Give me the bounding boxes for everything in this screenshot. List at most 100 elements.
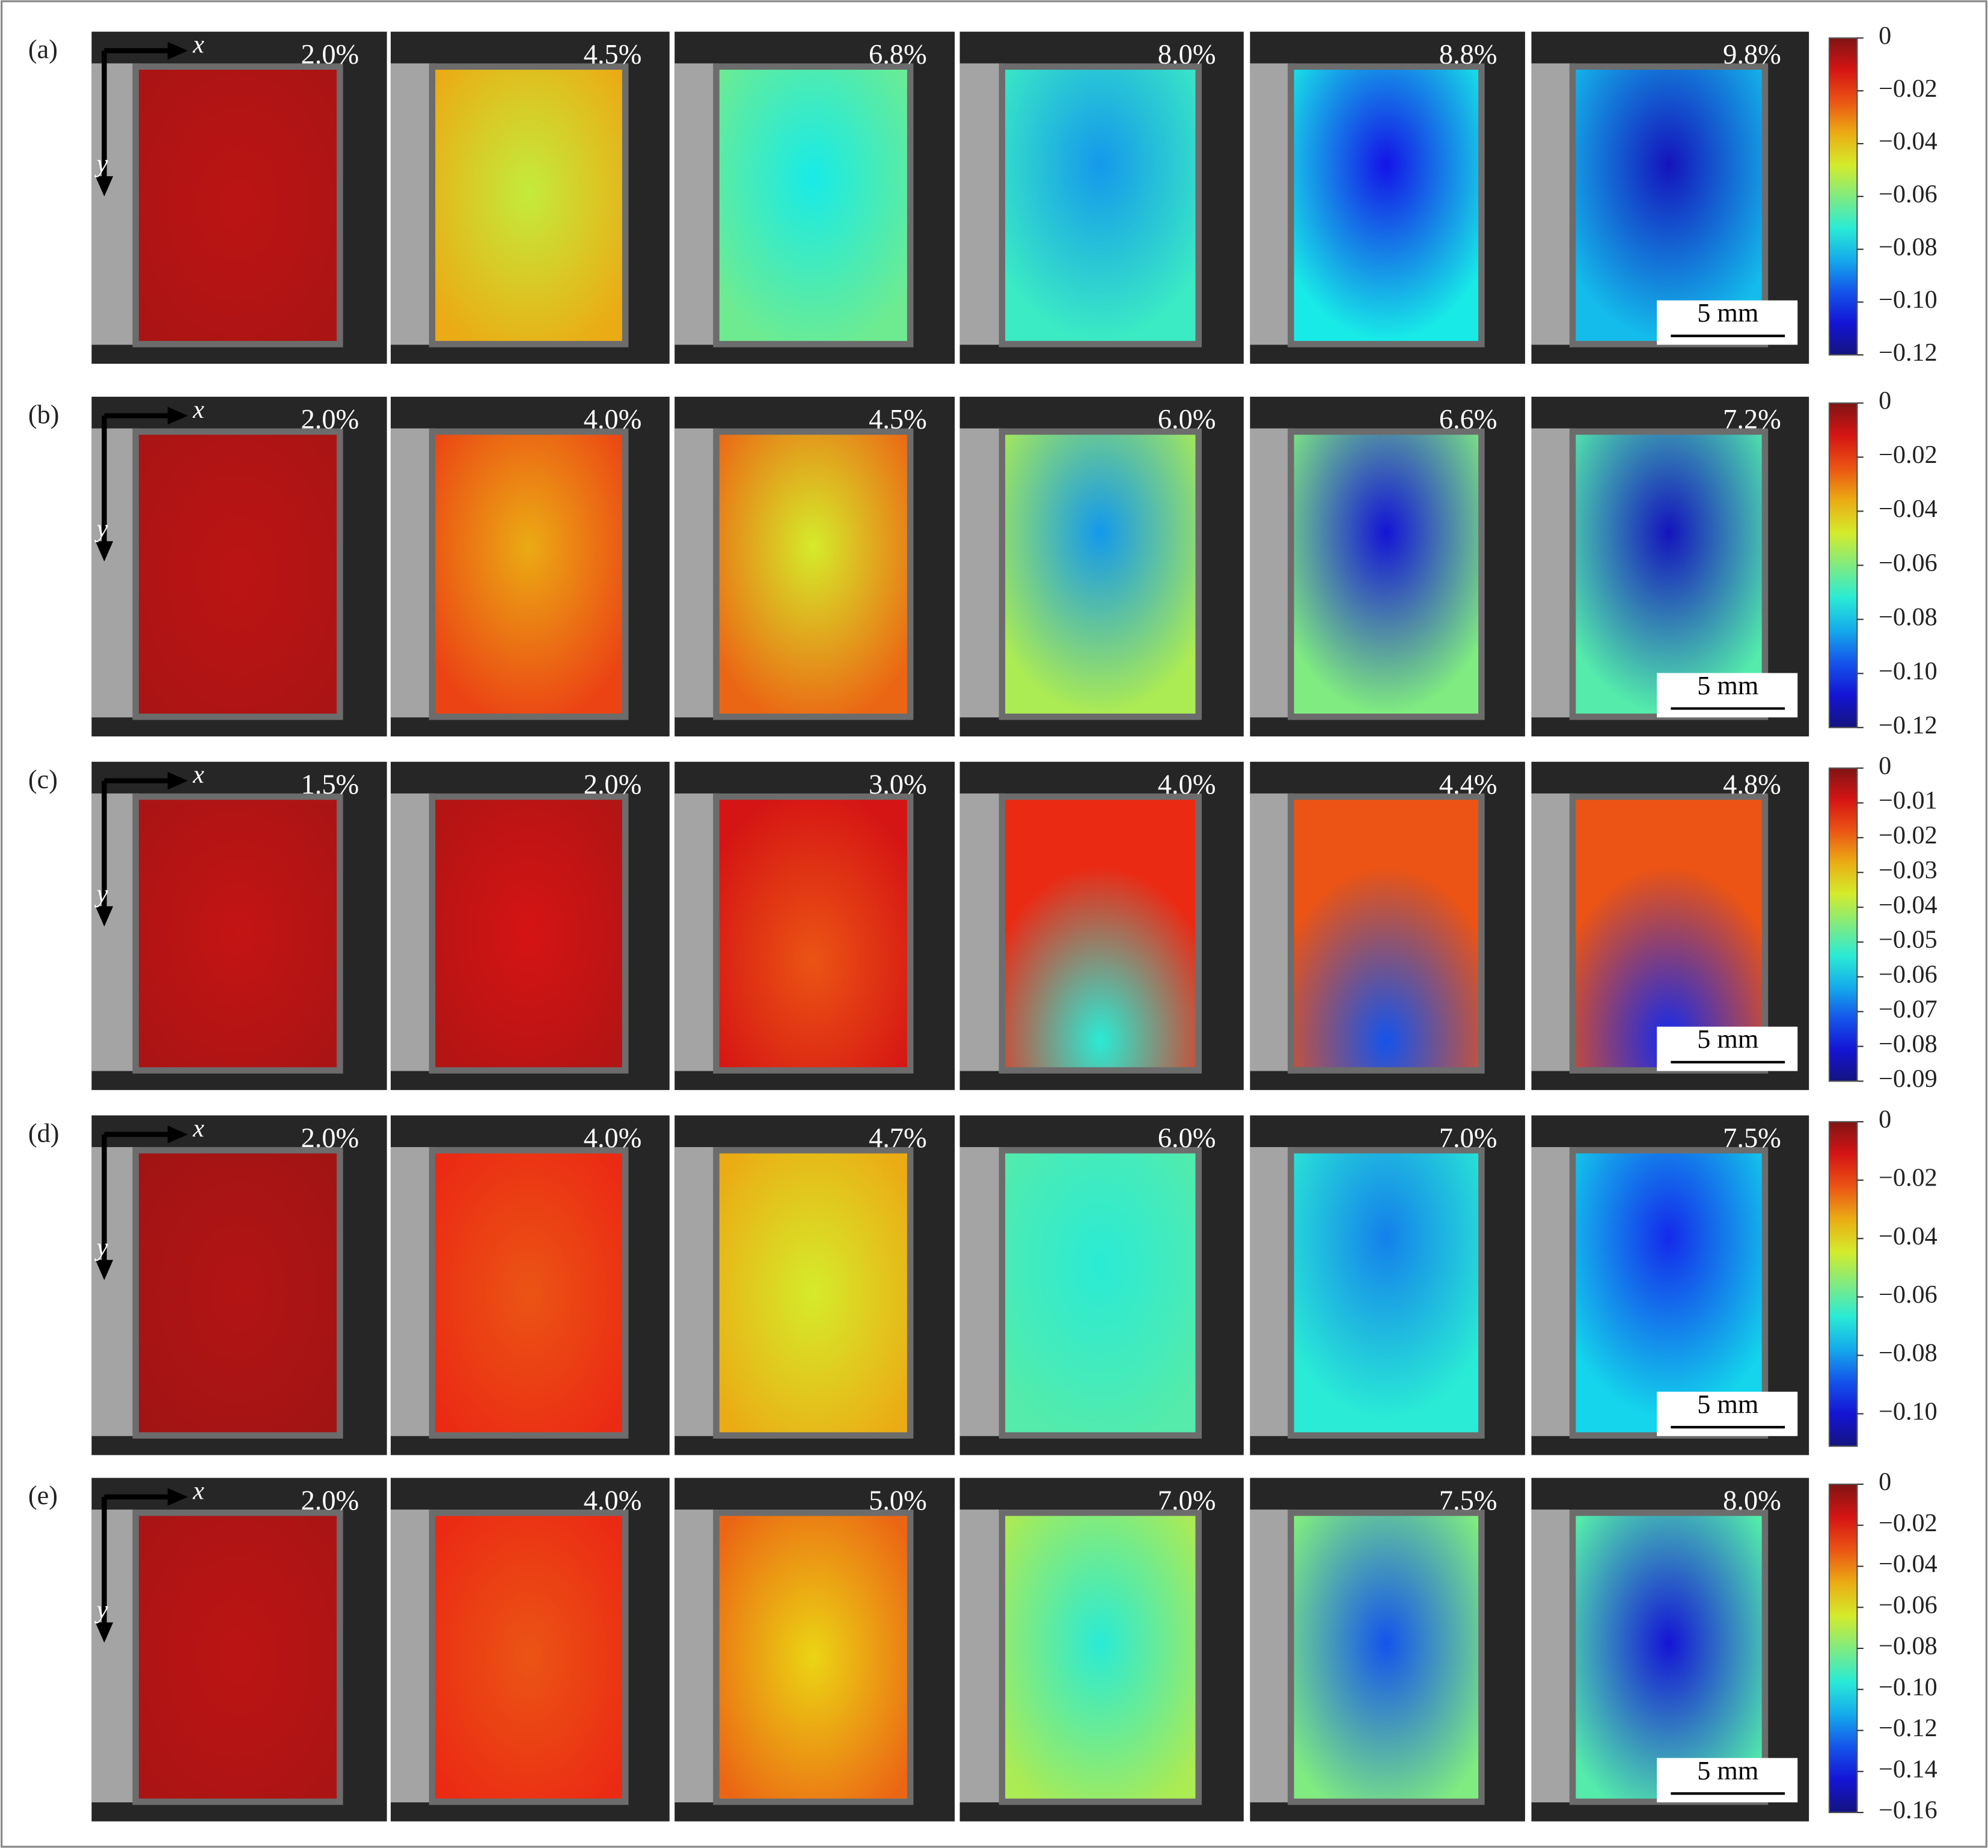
fixture <box>91 428 139 718</box>
axis-x-label: x <box>192 31 204 59</box>
strain-label: 2.0% <box>301 1485 359 1516</box>
scale-bar-label: 5 mm <box>1697 1389 1758 1419</box>
fixture <box>959 1510 1006 1803</box>
strain-field <box>1576 1153 1762 1433</box>
fixture <box>1531 1147 1576 1436</box>
arrow-head <box>95 406 188 562</box>
scale-bar-label: 5 mm <box>1697 1756 1758 1785</box>
colorbar-tick-label: 0 <box>1879 751 1891 780</box>
strain-field <box>1005 800 1196 1068</box>
colorbar-tick-label: −0.12 <box>1879 711 1938 739</box>
strain-field <box>1005 435 1196 714</box>
strain-field <box>719 1153 907 1433</box>
axis-arrow <box>102 778 172 911</box>
fixture <box>390 428 436 718</box>
fixture <box>1250 1510 1294 1803</box>
strain-label: 4.0% <box>584 405 642 435</box>
colorbar-tick-label: −0.04 <box>1879 1222 1938 1250</box>
strain-field <box>719 800 907 1068</box>
row-label: (b) <box>28 400 60 429</box>
strain-field <box>719 1516 907 1799</box>
strain-field <box>1294 1153 1479 1433</box>
strain-label: 1.5% <box>301 769 359 800</box>
row-label: (e) <box>28 1481 58 1510</box>
strain-label: 7.2% <box>1723 405 1781 435</box>
strain-label: 2.0% <box>301 405 359 435</box>
strain-field <box>1005 1153 1196 1433</box>
colorbar-tick-label: −0.12 <box>1879 1714 1938 1742</box>
fixture <box>1250 1147 1294 1436</box>
colorbar-tick-label: 0 <box>1879 387 1891 415</box>
strain-field <box>435 1516 622 1799</box>
colorbar <box>1828 1483 1858 1814</box>
colorbar-tick-label: −0.04 <box>1879 495 1938 523</box>
colorbar-tick-label: −0.02 <box>1879 1509 1938 1537</box>
fixture <box>1531 793 1576 1071</box>
fixture <box>959 1147 1006 1436</box>
strain-field <box>138 1153 337 1433</box>
axis-y-label: y <box>94 150 108 178</box>
scale-bar-box <box>1657 1758 1798 1803</box>
strain-field <box>719 435 907 714</box>
strain-label: 2.0% <box>301 1123 359 1154</box>
strain-label: 4.8% <box>1723 769 1781 800</box>
axis-y-label: y <box>94 515 108 543</box>
axis-x-label: x <box>192 1476 204 1505</box>
scale-bar-box <box>1657 1026 1798 1071</box>
strain-label: 8.8% <box>1439 40 1497 70</box>
strain-field <box>435 800 622 1068</box>
colorbar-tick-label: 0 <box>1879 1468 1891 1496</box>
axis-x-label: x <box>192 760 204 789</box>
colorbar-tick-label: −0.06 <box>1879 1591 1938 1619</box>
fixture <box>1531 428 1576 718</box>
fixture <box>91 1147 139 1436</box>
colorbar-tick-label: −0.10 <box>1879 1397 1938 1425</box>
strain-label: 7.0% <box>1439 1123 1497 1154</box>
strain-field <box>1576 69 1762 341</box>
fixture <box>390 1510 436 1803</box>
strain-label: 4.4% <box>1439 769 1497 800</box>
strain-field <box>1005 69 1196 341</box>
colorbar-tick-label: −0.01 <box>1879 786 1938 815</box>
fixture <box>91 1510 139 1803</box>
colorbar-tick-label: −0.08 <box>1879 1030 1938 1058</box>
fixture <box>390 1147 436 1436</box>
colorbar-tick-label: −0.06 <box>1879 1280 1938 1309</box>
strain-field <box>138 435 337 714</box>
strain-field <box>138 69 337 341</box>
strain-field <box>1576 800 1762 1068</box>
strain-label: 8.0% <box>1723 1485 1781 1516</box>
strain-label: 3.0% <box>869 769 927 800</box>
colorbar-tick-label: −0.16 <box>1879 1796 1938 1825</box>
colorbar-tick-label: −0.02 <box>1879 1164 1938 1192</box>
colorbar-tick-label: −0.02 <box>1879 75 1938 103</box>
axis-x-label: x <box>192 396 204 424</box>
fixture <box>1531 63 1576 345</box>
fixture <box>959 793 1006 1071</box>
scale-bar-box <box>1657 300 1798 345</box>
colorbar <box>1828 37 1858 356</box>
axis-y-label: y <box>94 1596 108 1624</box>
strain-label: 6.0% <box>1158 1123 1216 1154</box>
colorbar-tick-label: −0.06 <box>1879 180 1938 208</box>
colorbar-tick-label: −0.06 <box>1879 549 1938 577</box>
colorbar-tick-label: −0.12 <box>1879 338 1938 367</box>
scale-bar-box <box>1657 1391 1798 1436</box>
strain-label: 2.0% <box>584 769 642 800</box>
colorbar <box>1828 767 1858 1082</box>
strain-field <box>435 69 622 341</box>
strain-label: 4.5% <box>869 405 927 435</box>
scale-bar-label: 5 mm <box>1697 298 1758 328</box>
fixture <box>1250 63 1294 345</box>
colorbar-tick-label: −0.04 <box>1879 891 1938 919</box>
axis-arrow <box>102 1494 172 1628</box>
colorbar <box>1828 402 1858 729</box>
row-label: (a) <box>28 35 58 64</box>
fixture <box>674 1510 720 1803</box>
strain-label: 7.5% <box>1439 1485 1497 1516</box>
strain-label: 7.5% <box>1723 1123 1781 1154</box>
row-label: (d) <box>28 1118 60 1148</box>
strain-label: 4.0% <box>584 1123 642 1154</box>
